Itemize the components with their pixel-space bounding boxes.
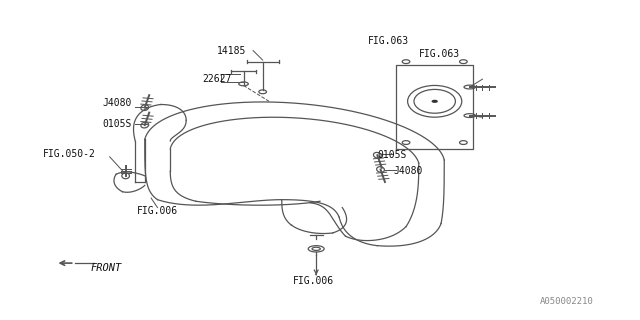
Text: J4080: J4080 — [102, 98, 132, 108]
Text: FIG.063: FIG.063 — [368, 36, 409, 46]
Text: FRONT: FRONT — [91, 263, 122, 273]
Text: 14185: 14185 — [218, 45, 246, 56]
Text: J4080: J4080 — [394, 166, 422, 176]
Text: FIG.063: FIG.063 — [419, 49, 460, 59]
Text: 0105S: 0105S — [102, 118, 132, 129]
Text: 0105S: 0105S — [378, 150, 407, 160]
Text: FIG.006: FIG.006 — [293, 276, 334, 285]
Text: 22627: 22627 — [203, 74, 232, 84]
Ellipse shape — [431, 100, 438, 103]
Text: A050002210: A050002210 — [540, 297, 594, 306]
Text: FIG.050-2: FIG.050-2 — [43, 149, 96, 159]
Text: FIG.006: FIG.006 — [137, 206, 178, 216]
